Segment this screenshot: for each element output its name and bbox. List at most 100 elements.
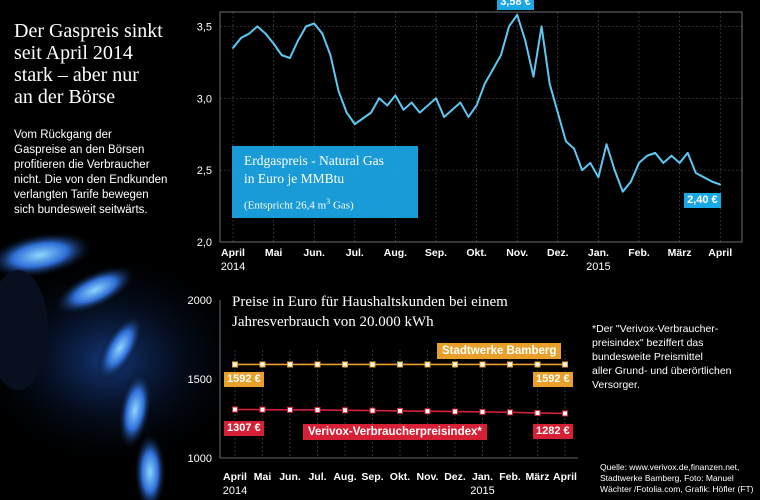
gas-price-point — [313, 22, 316, 25]
stadtwerke-end-value: 1592 € — [533, 372, 573, 387]
gas-price-point — [565, 140, 567, 143]
gas-price-point — [256, 25, 259, 28]
gas-year-label: 2014 — [221, 261, 245, 273]
household-y-tick: 2000 — [188, 295, 212, 307]
household-x-tick: Nov. — [417, 471, 439, 483]
gas-price-point — [386, 104, 389, 107]
gas-price-point — [321, 32, 324, 35]
gas-price-point — [451, 108, 454, 111]
verivox-point — [479, 408, 486, 415]
gas-x-tick: März — [668, 247, 692, 259]
gas-legend-title: Erdgaspreis - Natural Gas in Euro je MMB… — [244, 153, 384, 186]
verivox-point — [452, 408, 458, 415]
headline: Der Gaspreis sinkt seit April 2014 stark… — [14, 20, 163, 108]
stadtwerke-point — [259, 361, 266, 368]
gas-price-point — [410, 101, 413, 104]
stadtwerke-point — [424, 361, 431, 368]
household-year-label: 2014 — [223, 485, 247, 497]
household-x-tick: Sep. — [361, 471, 383, 483]
stadtwerke-point — [232, 361, 238, 368]
gas-price-point — [532, 75, 535, 78]
gas-price-point — [508, 25, 510, 28]
household-x-tick: Mai — [254, 471, 272, 483]
household-x-tick: März — [526, 471, 550, 483]
gas-price-point — [362, 117, 364, 120]
stadtwerke-point — [342, 361, 348, 368]
household-x-tick: Jun. — [279, 471, 301, 483]
stadtwerke-point — [479, 361, 486, 368]
stadtwerke-point — [397, 361, 403, 368]
gas-price-point — [443, 116, 446, 118]
gas-price-point — [556, 111, 559, 114]
gas-price-point — [418, 111, 421, 114]
gas-x-tick: Sep. — [425, 247, 447, 259]
gas-price-point — [516, 13, 519, 16]
gas-price-point — [288, 57, 291, 59]
gas-price-point — [491, 68, 494, 71]
gas-price-point — [337, 90, 340, 92]
gas-price-point — [426, 104, 429, 107]
verivox-point — [562, 410, 568, 417]
verivox-point — [287, 406, 293, 413]
gas-end-annotation: 2,40 € — [684, 192, 721, 208]
gas-price-point — [613, 169, 616, 172]
gas-price-point — [329, 54, 332, 57]
verivox-point — [507, 409, 513, 416]
verivox-point — [424, 408, 431, 415]
verivox-end-value: 1282 € — [533, 424, 573, 439]
gas-price-point — [345, 111, 348, 114]
gas-price-point — [694, 172, 697, 174]
verivox-point — [534, 409, 541, 416]
gas-x-tick: Nov. — [506, 247, 528, 259]
household-x-tick: Dez. — [444, 471, 466, 483]
household-y-tick: 1500 — [188, 374, 212, 386]
gas-price-point — [297, 39, 299, 42]
stadtwerke-point — [287, 361, 293, 368]
household-x-tick: April — [553, 471, 577, 483]
verivox-point — [259, 406, 266, 413]
gas-price-point — [305, 25, 307, 28]
gas-price-point — [500, 54, 502, 57]
gas-price-point — [272, 42, 275, 45]
gas-x-tick: Jun. — [303, 247, 325, 259]
gas-legend-box — [232, 146, 418, 218]
gas-x-tick: Jul. — [346, 247, 364, 259]
gas-price-point — [597, 176, 600, 179]
gas-price-point — [638, 162, 640, 164]
gas-price-point — [703, 176, 705, 179]
gas-price-point — [581, 169, 584, 172]
stadtwerke-start-value: 1592 € — [224, 372, 264, 387]
gas-price-point — [573, 147, 575, 150]
verivox-point — [232, 406, 238, 413]
gas-x-tick: Dez. — [547, 247, 569, 259]
stadtwerke-point — [534, 361, 541, 368]
gas-price-point — [435, 97, 437, 100]
stadtwerke-point — [507, 361, 513, 368]
gas-price-point — [589, 162, 592, 164]
stadtwerke-series-label: Stadtwerke Bamberg — [437, 343, 562, 359]
household-x-tick: Okt. — [390, 471, 411, 483]
gas-x-tick: Mai — [265, 247, 283, 259]
stadtwerke-point — [562, 361, 568, 368]
gas-high-annotation: 3,58 € — [497, 0, 534, 10]
gas-price-point — [654, 151, 657, 154]
gas-plot-frame — [219, 11, 743, 243]
gas-price-point — [353, 123, 356, 126]
gas-price-point — [232, 47, 234, 49]
verivox-point — [369, 407, 376, 414]
gas-price-point — [280, 54, 283, 57]
household-x-tick: Jan. — [472, 471, 493, 483]
gas-y-tick: 2,0 — [197, 237, 212, 249]
gas-price-point — [467, 116, 470, 118]
gas-price-point — [629, 180, 632, 183]
stadtwerke-point — [369, 361, 376, 368]
household-x-tick: April — [223, 471, 247, 483]
household-x-tick: Jul. — [308, 471, 326, 483]
gas-x-tick: April — [708, 247, 732, 259]
gas-price-point — [686, 151, 689, 154]
verivox-point — [397, 407, 403, 414]
gas-y-tick: 3,5 — [197, 21, 212, 33]
gas-price-point — [670, 154, 673, 157]
